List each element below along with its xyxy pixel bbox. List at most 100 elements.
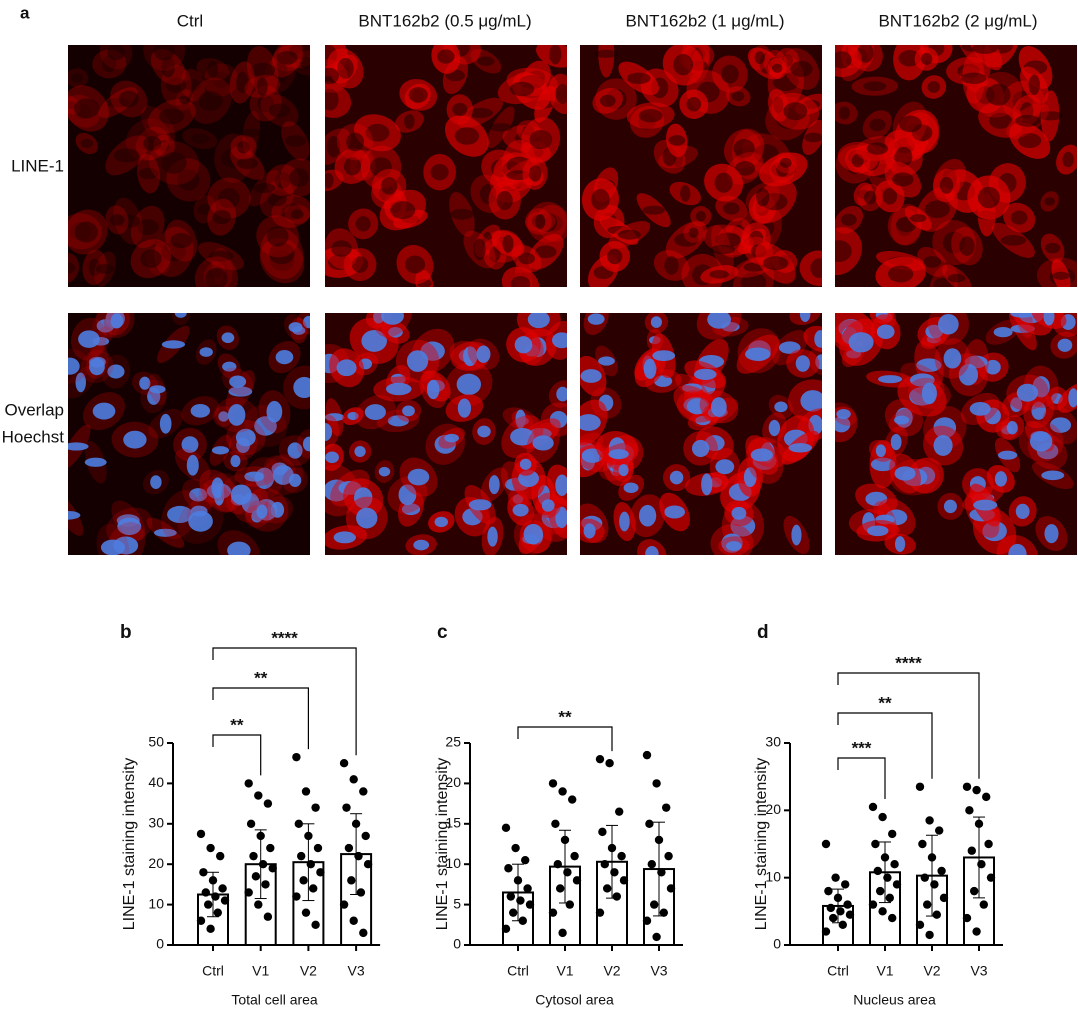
significance-label: ** (254, 668, 268, 687)
data-point (920, 873, 929, 882)
data-point (831, 873, 840, 882)
cell-core (943, 348, 962, 369)
cell-core (473, 238, 486, 261)
data-point (657, 868, 666, 877)
data-point (548, 779, 558, 788)
data-point (619, 876, 629, 885)
cell-core (430, 164, 449, 181)
cell-core (555, 474, 567, 496)
data-point (266, 843, 275, 853)
cell-core (107, 364, 125, 379)
data-point (196, 829, 206, 839)
cell-core (744, 347, 771, 361)
cell-core (731, 506, 747, 520)
data-point (829, 913, 838, 923)
cell-core (159, 108, 185, 125)
cell-core (100, 539, 126, 555)
data-point (925, 816, 934, 825)
cell-core (407, 468, 430, 486)
data-point (603, 884, 612, 893)
y-tick-label: 0 (773, 936, 781, 952)
micrograph (835, 313, 1077, 555)
cell-core (268, 103, 290, 118)
cell-core (385, 382, 412, 396)
data-point (196, 916, 206, 925)
cell-core (427, 379, 440, 400)
cell-core (275, 350, 294, 365)
cell-core (878, 375, 903, 384)
cell-core (527, 313, 550, 329)
cell-core (92, 402, 116, 420)
cell-core (701, 473, 713, 496)
cells (68, 45, 310, 287)
panel-label: a (20, 3, 30, 22)
cell-core (118, 90, 139, 108)
cell-core (1010, 397, 1023, 412)
cell-core (529, 130, 553, 150)
significance-bracket (212, 647, 357, 756)
cell-core (804, 132, 822, 143)
data-point (301, 908, 311, 917)
data-point (211, 892, 220, 901)
data-point (607, 843, 617, 853)
data-point (304, 831, 313, 841)
cell-core (158, 140, 170, 152)
cell-core (523, 523, 543, 545)
x-axis-title: Total cell area (231, 992, 318, 1008)
data-point (251, 872, 261, 881)
x-tick-label: Ctrl (827, 963, 849, 979)
data-point (525, 900, 535, 909)
x-tick-label: V2 (300, 963, 317, 979)
cell-core (1044, 197, 1055, 206)
data-point (617, 851, 626, 861)
cell-core (583, 523, 596, 539)
cell-core (594, 49, 619, 58)
data-point (890, 860, 899, 869)
cell-core (253, 183, 276, 194)
cell-core (102, 55, 117, 73)
cell-core (580, 414, 601, 431)
cell-core (272, 62, 288, 84)
cell-core (714, 172, 733, 193)
cell-core (230, 455, 241, 468)
cell-core (406, 350, 429, 372)
cell-core (190, 403, 211, 418)
data-point (518, 916, 527, 925)
cell-core (347, 411, 359, 421)
data-point (972, 785, 981, 795)
cell-core (356, 507, 378, 529)
cell-core (848, 332, 874, 353)
cell-core (1041, 470, 1065, 481)
cell-core (140, 249, 162, 268)
cell-core (1037, 111, 1063, 121)
cell-core (1018, 133, 1042, 149)
cell-core (535, 214, 546, 230)
cell-core (771, 63, 783, 73)
cell-core (643, 358, 657, 379)
cell-core (96, 319, 115, 333)
cell-core (509, 81, 535, 97)
cell-core (113, 148, 140, 163)
cell-core (457, 398, 472, 418)
cell-core (920, 52, 933, 65)
cell-core (355, 216, 371, 232)
cell-core (686, 398, 708, 415)
cell-core (664, 505, 686, 519)
cell-core (336, 359, 357, 377)
cell-core (840, 213, 857, 226)
cell-core (743, 467, 757, 488)
cell-core (325, 67, 339, 85)
cell-core (250, 62, 276, 78)
cell-core (894, 415, 910, 425)
cell-core (74, 221, 98, 243)
data-point (354, 851, 363, 861)
cell-core (197, 203, 212, 215)
cell-core (230, 484, 252, 505)
cell-core (618, 464, 629, 477)
cell-core (707, 313, 731, 329)
data-point (501, 823, 511, 833)
cell-core (555, 83, 567, 105)
data-point (558, 928, 567, 938)
data-point (263, 799, 273, 808)
cell-core (502, 234, 514, 253)
